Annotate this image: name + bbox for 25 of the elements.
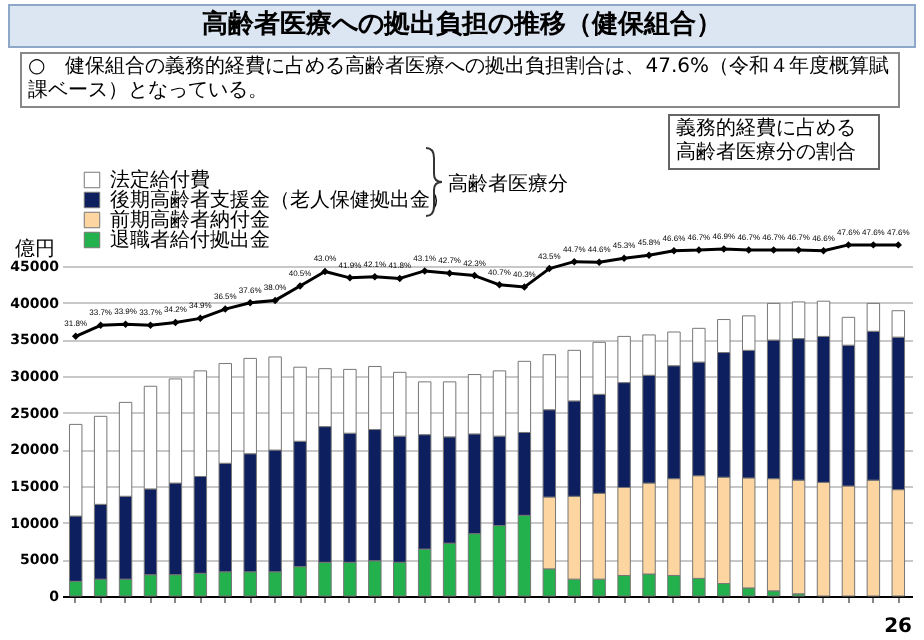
point xyxy=(246,298,254,307)
legend-label: 法定給付費 xyxy=(110,168,210,192)
text: 26 xyxy=(884,616,912,638)
point xyxy=(520,283,529,291)
point xyxy=(96,321,105,330)
text: 高齢者医療分 xyxy=(448,171,568,198)
point xyxy=(545,264,554,273)
text: 義務的経費に占める高齢者医療分の割合 xyxy=(668,114,880,170)
point xyxy=(271,296,279,305)
chart-title: 高齢者医療への拠出負担の推移（健保組合） xyxy=(8,4,916,48)
point xyxy=(396,274,404,283)
point xyxy=(620,254,628,262)
point xyxy=(570,257,578,266)
point xyxy=(595,258,603,266)
point xyxy=(71,332,80,341)
point xyxy=(221,305,230,313)
point xyxy=(371,272,379,281)
point xyxy=(321,267,329,276)
point xyxy=(196,314,205,323)
point xyxy=(420,267,429,275)
point xyxy=(495,281,504,289)
legend-label: 退職者給付拠出金 xyxy=(110,228,270,252)
chart-subtitle: ○ 健保組合の義務的経費に占める高齢者医療への拠出負担割合は、47.6%（令和４年度概算賦課ベース）となっている。 xyxy=(20,52,900,108)
y-axis-title: 億円 xyxy=(15,237,55,261)
legend-label: 前期高齢者納付金 xyxy=(110,208,270,232)
